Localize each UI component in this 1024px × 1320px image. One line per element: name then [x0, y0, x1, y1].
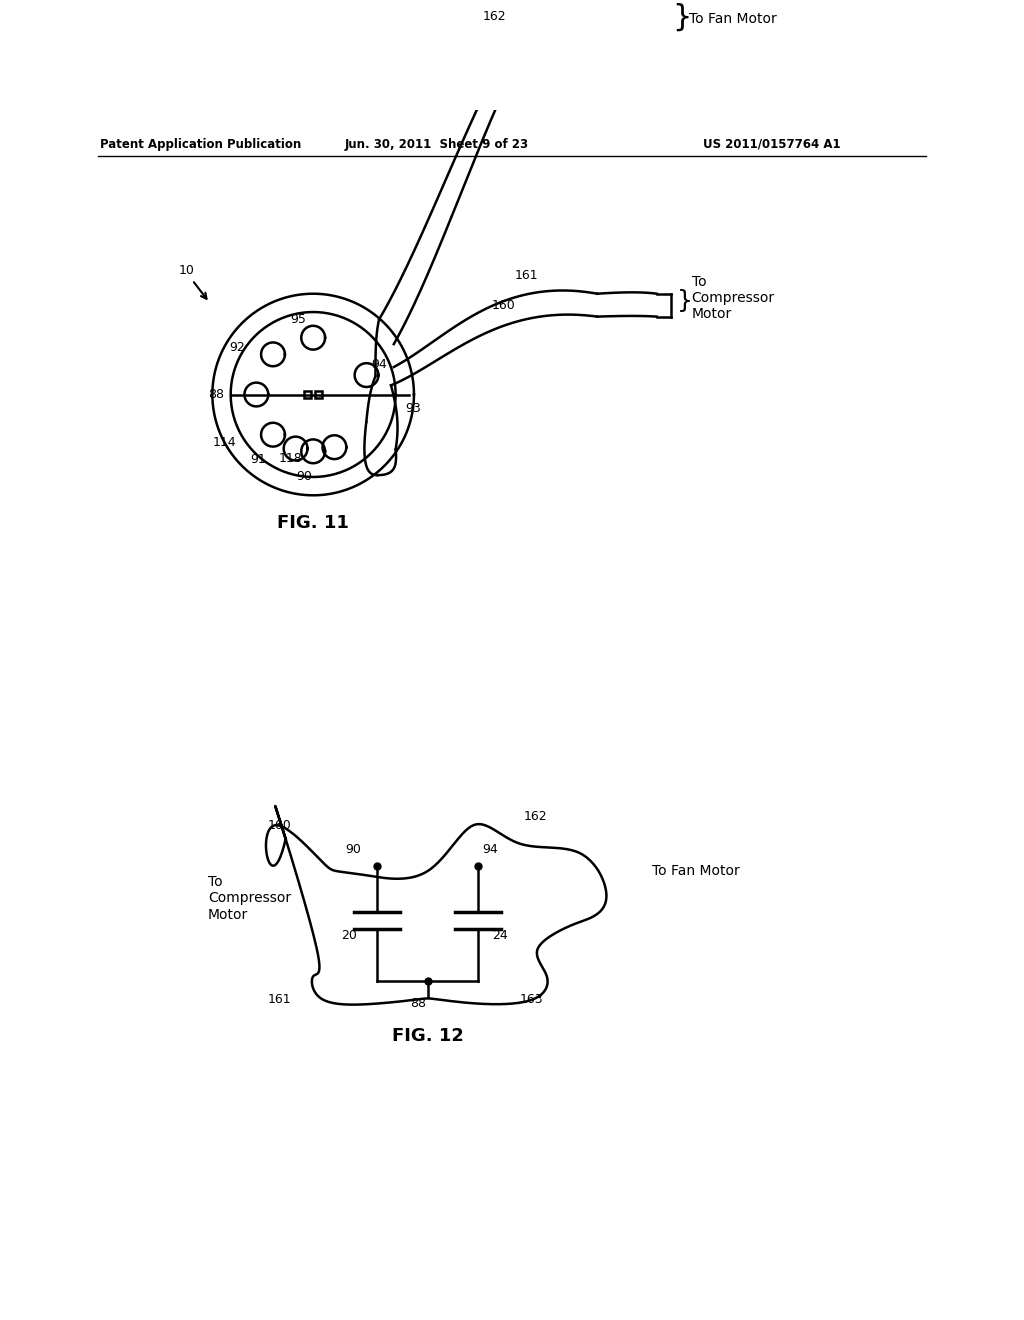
Text: 163: 163	[519, 993, 543, 1006]
Text: 90: 90	[345, 843, 361, 857]
Text: 88: 88	[411, 998, 427, 1010]
Text: 162: 162	[524, 809, 548, 822]
Text: To
Compressor
Motor: To Compressor Motor	[691, 275, 775, 322]
Text: 24: 24	[492, 929, 508, 941]
Bar	[304, 391, 311, 399]
Text: 160: 160	[492, 300, 516, 312]
Text: 20: 20	[341, 929, 356, 941]
Text: }: }	[673, 3, 692, 32]
Text: 95: 95	[290, 313, 306, 326]
Text: 93: 93	[404, 401, 421, 414]
Bar	[315, 391, 323, 399]
Text: 94: 94	[371, 358, 387, 371]
Text: Patent Application Publication: Patent Application Publication	[99, 137, 301, 150]
Text: }: }	[677, 289, 693, 313]
Text: 92: 92	[229, 341, 246, 354]
Text: To
Compressor
Motor: To Compressor Motor	[208, 875, 291, 921]
Text: US 2011/0157764 A1: US 2011/0157764 A1	[702, 137, 841, 150]
Text: 91: 91	[251, 453, 266, 466]
Text: 161: 161	[515, 269, 539, 282]
Text: Jun. 30, 2011  Sheet 9 of 23: Jun. 30, 2011 Sheet 9 of 23	[345, 137, 529, 150]
Text: 114: 114	[213, 436, 237, 449]
Text: FIG. 11: FIG. 11	[278, 513, 349, 532]
Text: 161: 161	[267, 993, 291, 1006]
Text: FIG. 12: FIG. 12	[392, 1027, 464, 1045]
Text: 88: 88	[208, 388, 224, 401]
Text: 162: 162	[482, 11, 506, 24]
Text: 10: 10	[178, 264, 195, 277]
Text: 118: 118	[279, 451, 302, 465]
Text: 90: 90	[296, 470, 312, 483]
Text: 94: 94	[482, 843, 499, 857]
Text: To Fan Motor: To Fan Motor	[689, 12, 776, 26]
Text: To Fan Motor: To Fan Motor	[652, 865, 740, 878]
Text: 160: 160	[267, 818, 291, 832]
